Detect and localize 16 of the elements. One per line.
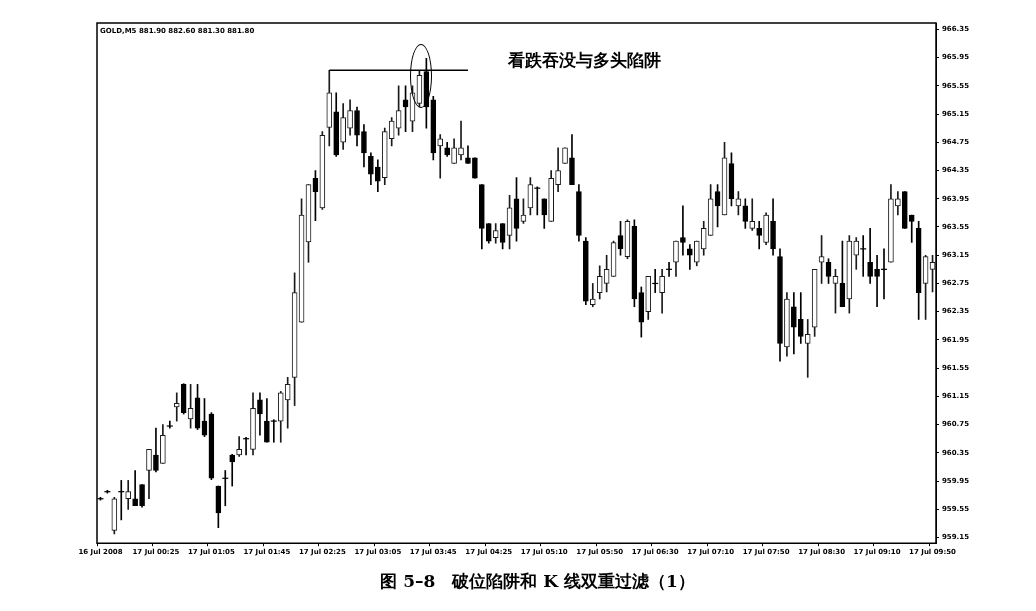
candlestick <box>859 235 867 277</box>
candlestick <box>749 198 756 231</box>
candlestick <box>687 244 693 270</box>
candlestick <box>132 470 138 507</box>
candlestick <box>270 419 278 443</box>
candlestick <box>229 453 236 487</box>
candlestick <box>437 134 444 179</box>
candlestick <box>804 319 811 378</box>
candlestick <box>874 254 880 308</box>
candlestick <box>125 480 132 510</box>
candlestick <box>680 205 686 256</box>
text: 图 5–8 破位陷阱和 K 线双重过滤（1） <box>380 571 695 592</box>
annotation: 看跌吞没与多头陷阱 <box>507 50 662 71</box>
candlestick <box>458 120 464 161</box>
candlestick <box>589 283 596 308</box>
candlestick <box>173 392 180 422</box>
